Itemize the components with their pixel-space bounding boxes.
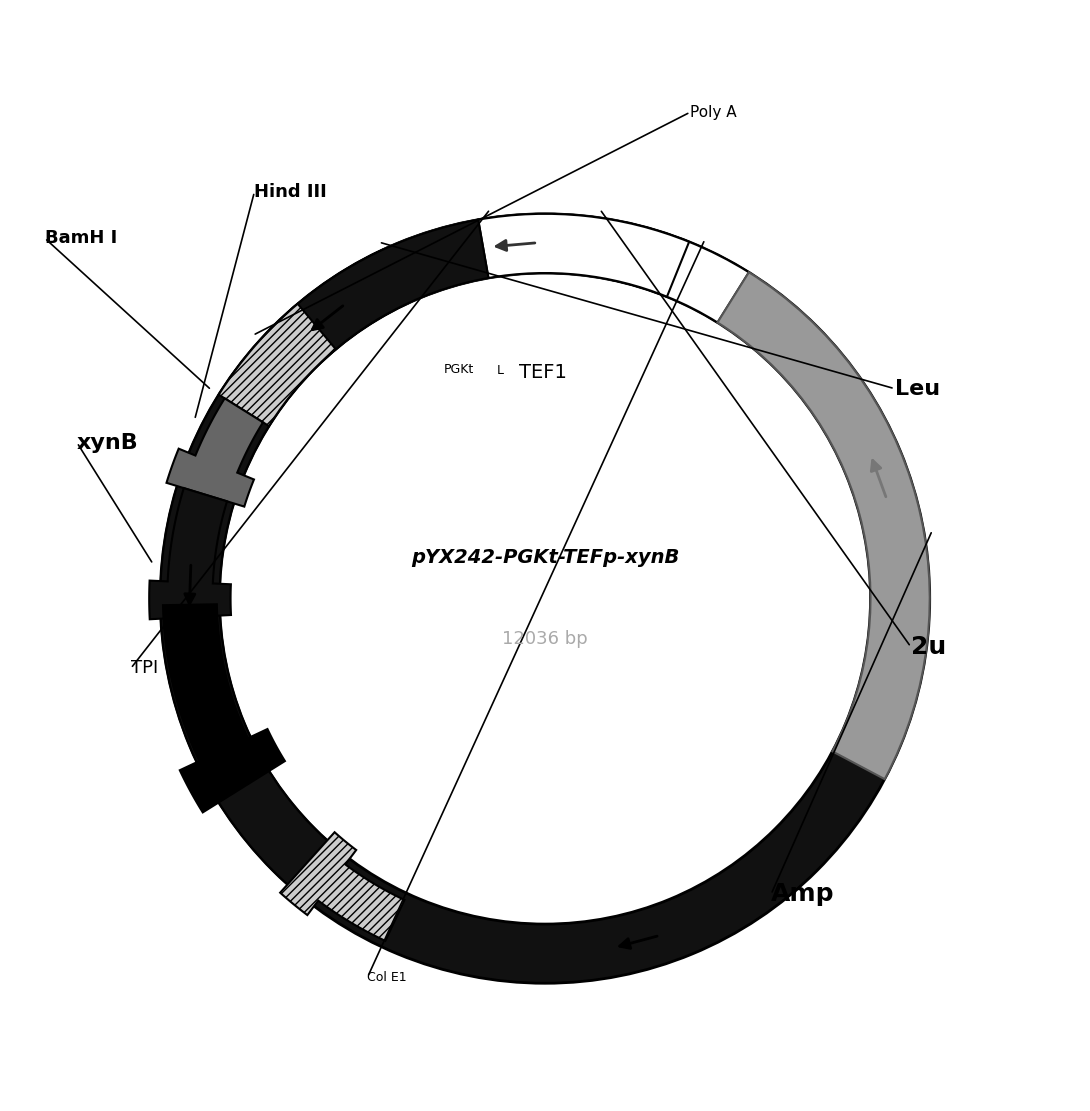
Text: PGKt: PGKt [444,363,474,376]
Text: Poly A: Poly A [690,104,737,120]
Wedge shape [479,213,689,297]
Text: Hind III: Hind III [254,183,327,201]
Text: 2u: 2u [911,635,946,659]
Text: BamH I: BamH I [45,229,117,247]
Polygon shape [280,832,404,941]
Wedge shape [160,213,930,983]
Polygon shape [149,488,231,619]
Text: TEF1: TEF1 [519,363,567,382]
Wedge shape [160,250,408,902]
Text: L: L [497,364,504,377]
Polygon shape [164,604,284,812]
Text: pYX242-PGKt-TEFp-xynB: pYX242-PGKt-TEFp-xynB [411,548,679,567]
Text: TPI: TPI [131,660,158,678]
Polygon shape [167,399,263,507]
Wedge shape [219,303,336,426]
Text: Amp: Amp [771,882,835,907]
Wedge shape [717,272,930,779]
Text: xynB: xynB [77,432,138,452]
Text: Col E1: Col E1 [367,971,407,984]
Text: Leu: Leu [895,379,940,399]
Wedge shape [613,222,749,322]
Wedge shape [288,220,488,357]
Text: 12036 bp: 12036 bp [502,630,588,649]
Wedge shape [383,213,625,303]
